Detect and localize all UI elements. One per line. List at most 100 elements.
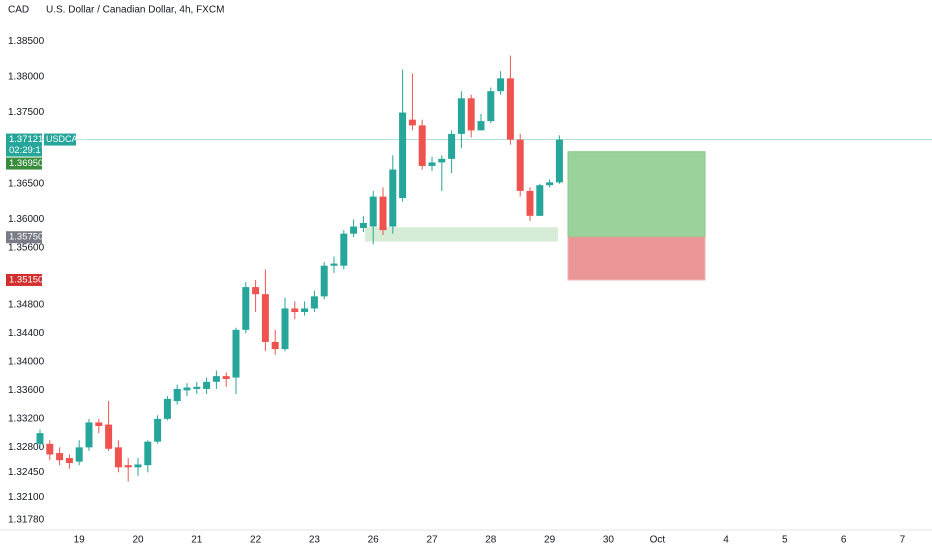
- y-tick-label: 1.35600: [8, 243, 45, 254]
- x-tick-label: 26: [368, 535, 380, 546]
- y-tick-label: 1.31780: [8, 515, 45, 526]
- candle-body: [379, 196, 387, 231]
- candle-body: [448, 133, 456, 159]
- y-tick-label: 1.36000: [8, 214, 45, 225]
- x-tick-label: 6: [841, 535, 847, 546]
- candle-body: [252, 287, 260, 295]
- candle-body: [144, 441, 152, 466]
- price-label-box: [6, 157, 42, 170]
- y-tick-label: 1.38500: [8, 36, 45, 47]
- symbol-label: USDCAD: [46, 134, 85, 144]
- candle-body: [56, 453, 64, 461]
- support-zone: [365, 227, 558, 242]
- candle-body: [428, 162, 436, 166]
- candle-body: [203, 381, 211, 389]
- candle-body: [536, 185, 544, 216]
- candle-body: [359, 222, 367, 228]
- candle-body: [212, 376, 220, 382]
- chart-title: U.S. Dollar / Canadian Dollar, 4h, FXCM: [46, 5, 224, 16]
- x-tick-label: 20: [132, 535, 144, 546]
- candle-body: [506, 78, 514, 140]
- price-label: 1.37121: [9, 134, 43, 145]
- candle-body: [418, 125, 426, 166]
- y-tick-label: 1.32100: [8, 492, 45, 503]
- y-tick-label: 1.32450: [8, 467, 45, 478]
- y-tick-label: 1.34000: [8, 357, 45, 368]
- x-tick-label: 23: [309, 535, 321, 546]
- candle-body: [242, 287, 250, 330]
- candle-body: [271, 341, 279, 350]
- candle-body: [438, 158, 446, 163]
- price-label-box: [6, 133, 42, 157]
- x-tick-label: 5: [782, 535, 788, 546]
- candle-body: [399, 112, 407, 199]
- candle-body: [457, 98, 465, 134]
- x-tick-label: Oct: [650, 535, 666, 546]
- candle-body: [526, 190, 534, 216]
- x-tick-label: 19: [74, 535, 86, 546]
- candle-body: [350, 226, 358, 234]
- candle-body: [477, 121, 485, 131]
- candle-body: [546, 182, 554, 186]
- y-tick-label: 1.33600: [8, 385, 45, 396]
- y-tick-label: 1.37500: [8, 107, 45, 118]
- candle-body: [85, 422, 93, 448]
- stop-loss-area: [567, 236, 706, 281]
- price-label: 1.35150: [9, 274, 43, 285]
- candle-body: [340, 233, 348, 266]
- candle-body: [320, 265, 328, 297]
- candle-body: [555, 139, 563, 183]
- candle-body: [75, 447, 83, 462]
- candle-body: [154, 418, 162, 442]
- candle-body: [389, 169, 397, 227]
- candle-body: [497, 78, 505, 92]
- y-tick-label: 1.34400: [8, 328, 45, 339]
- x-tick-label: 28: [485, 535, 497, 546]
- candle-body: [222, 376, 230, 379]
- x-tick-label: 27: [426, 535, 438, 546]
- x-tick-label: 4: [723, 535, 729, 546]
- candle-body: [183, 387, 191, 391]
- x-tick-label: 29: [544, 535, 556, 546]
- candle-body: [330, 263, 338, 266]
- candle-body: [124, 465, 132, 468]
- take-profit-area: [567, 151, 706, 238]
- candle-body: [105, 424, 113, 449]
- price-label-box: [6, 231, 42, 244]
- x-tick-label: 30: [603, 535, 615, 546]
- candle-body: [310, 296, 318, 309]
- candle-body: [173, 388, 181, 402]
- candle-body: [114, 447, 122, 468]
- candle-body: [516, 139, 524, 191]
- price-countdown: 02:29:17: [9, 145, 46, 156]
- candle-body: [163, 398, 171, 419]
- price-label: 1.35750: [9, 232, 43, 243]
- symbol-label-box: [44, 133, 76, 146]
- x-tick-label: 7: [900, 535, 906, 546]
- x-tick-label: 22: [250, 535, 262, 546]
- candle-body: [65, 458, 73, 464]
- x-tick-label: 21: [191, 535, 203, 546]
- candle-body: [261, 294, 269, 342]
- y-tick-label: 1.33200: [8, 414, 45, 425]
- y-tick-label: 1.32800: [8, 442, 45, 453]
- candle-body: [408, 119, 416, 126]
- candle-body: [193, 386, 201, 389]
- candle-body: [281, 308, 289, 350]
- y-tick-label: 1.36500: [8, 178, 45, 189]
- y-tick-label: 1.34800: [8, 300, 45, 311]
- candle-body: [467, 98, 475, 131]
- candle-body: [134, 464, 142, 468]
- price-label: 1.36950: [9, 158, 43, 169]
- candle-body: [95, 422, 103, 426]
- candle-body: [36, 433, 44, 444]
- candle-body: [487, 91, 495, 122]
- y-tick-label: 1.38000: [8, 72, 45, 83]
- candle-body: [301, 308, 309, 313]
- unit-label: CAD: [8, 5, 29, 16]
- candle-body: [232, 329, 240, 378]
- candle-body: [369, 196, 377, 227]
- candle-body: [46, 443, 54, 455]
- price-label-box: [6, 273, 42, 286]
